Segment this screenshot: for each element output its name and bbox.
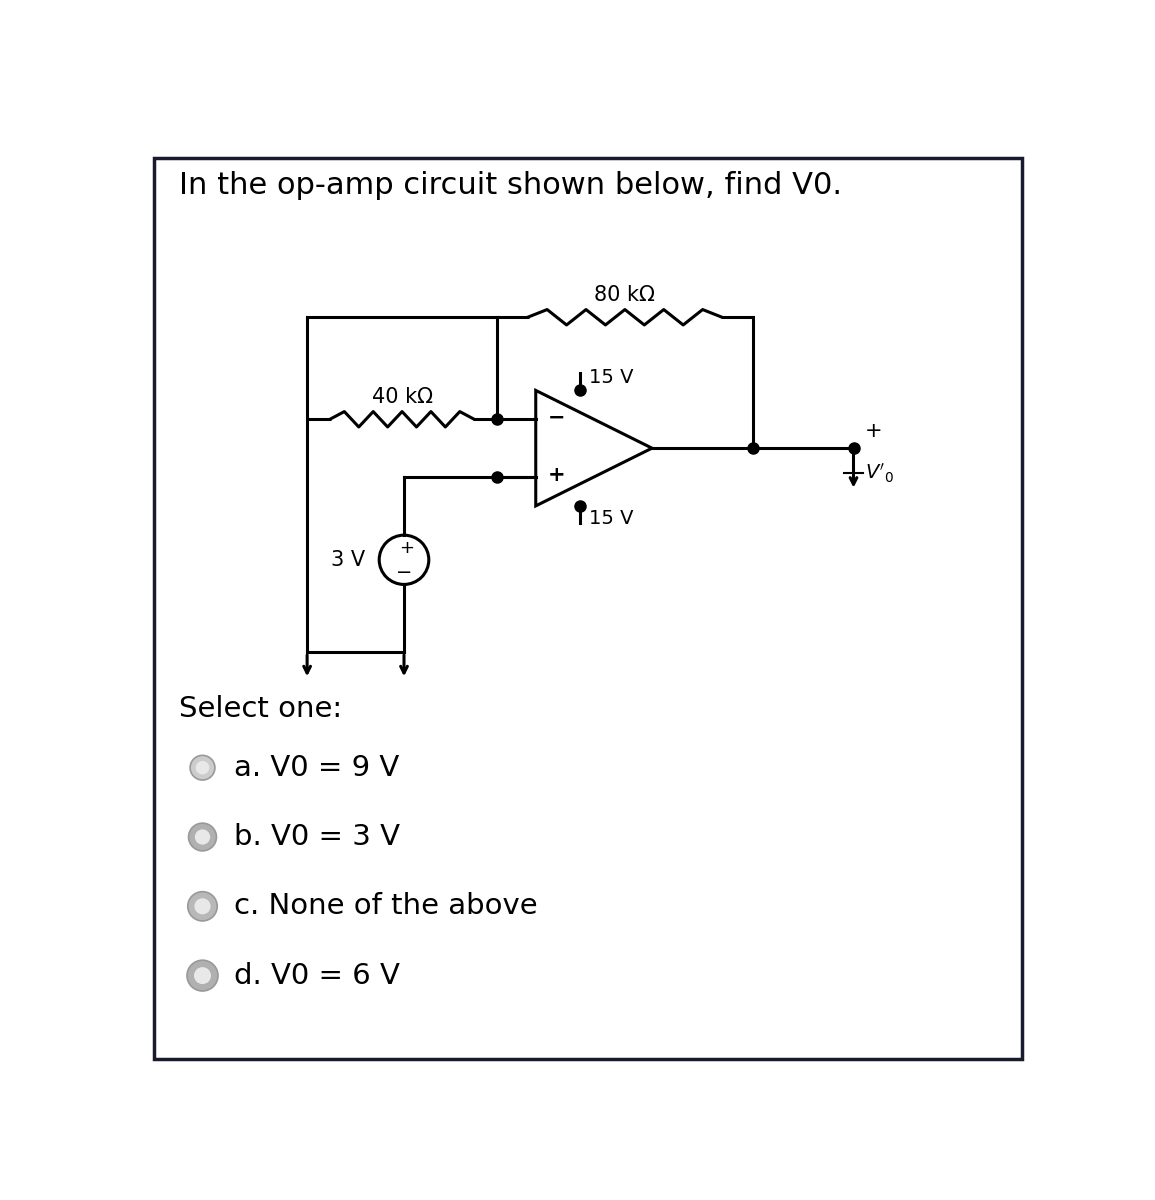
Circle shape (195, 761, 209, 774)
Text: 40 kΩ: 40 kΩ (372, 386, 433, 407)
FancyBboxPatch shape (154, 158, 1022, 1058)
Circle shape (187, 960, 218, 991)
Text: 15 V: 15 V (589, 509, 634, 528)
Text: c. None of the above: c. None of the above (233, 893, 537, 920)
Text: In the op-amp circuit shown below, find V0.: In the op-amp circuit shown below, find … (179, 170, 842, 200)
Text: 3 V: 3 V (331, 550, 365, 570)
Circle shape (195, 829, 210, 845)
Circle shape (191, 755, 215, 780)
Text: +: + (400, 539, 415, 557)
Text: $V'_{0}$: $V'_{0}$ (865, 462, 894, 485)
Text: 80 kΩ: 80 kΩ (595, 284, 655, 305)
Text: d. V0 = 6 V: d. V0 = 6 V (233, 961, 400, 990)
Text: a. V0 = 9 V: a. V0 = 9 V (233, 754, 398, 781)
Circle shape (194, 899, 210, 914)
Circle shape (188, 823, 216, 851)
Circle shape (194, 967, 211, 984)
Circle shape (188, 892, 217, 920)
Text: +: + (547, 466, 565, 486)
Text: −: − (547, 408, 565, 427)
Text: −: − (396, 563, 412, 582)
Text: +: + (865, 421, 882, 442)
Text: Select one:: Select one: (179, 695, 342, 722)
Text: b. V0 = 3 V: b. V0 = 3 V (233, 823, 400, 851)
Text: 15 V: 15 V (589, 368, 634, 388)
